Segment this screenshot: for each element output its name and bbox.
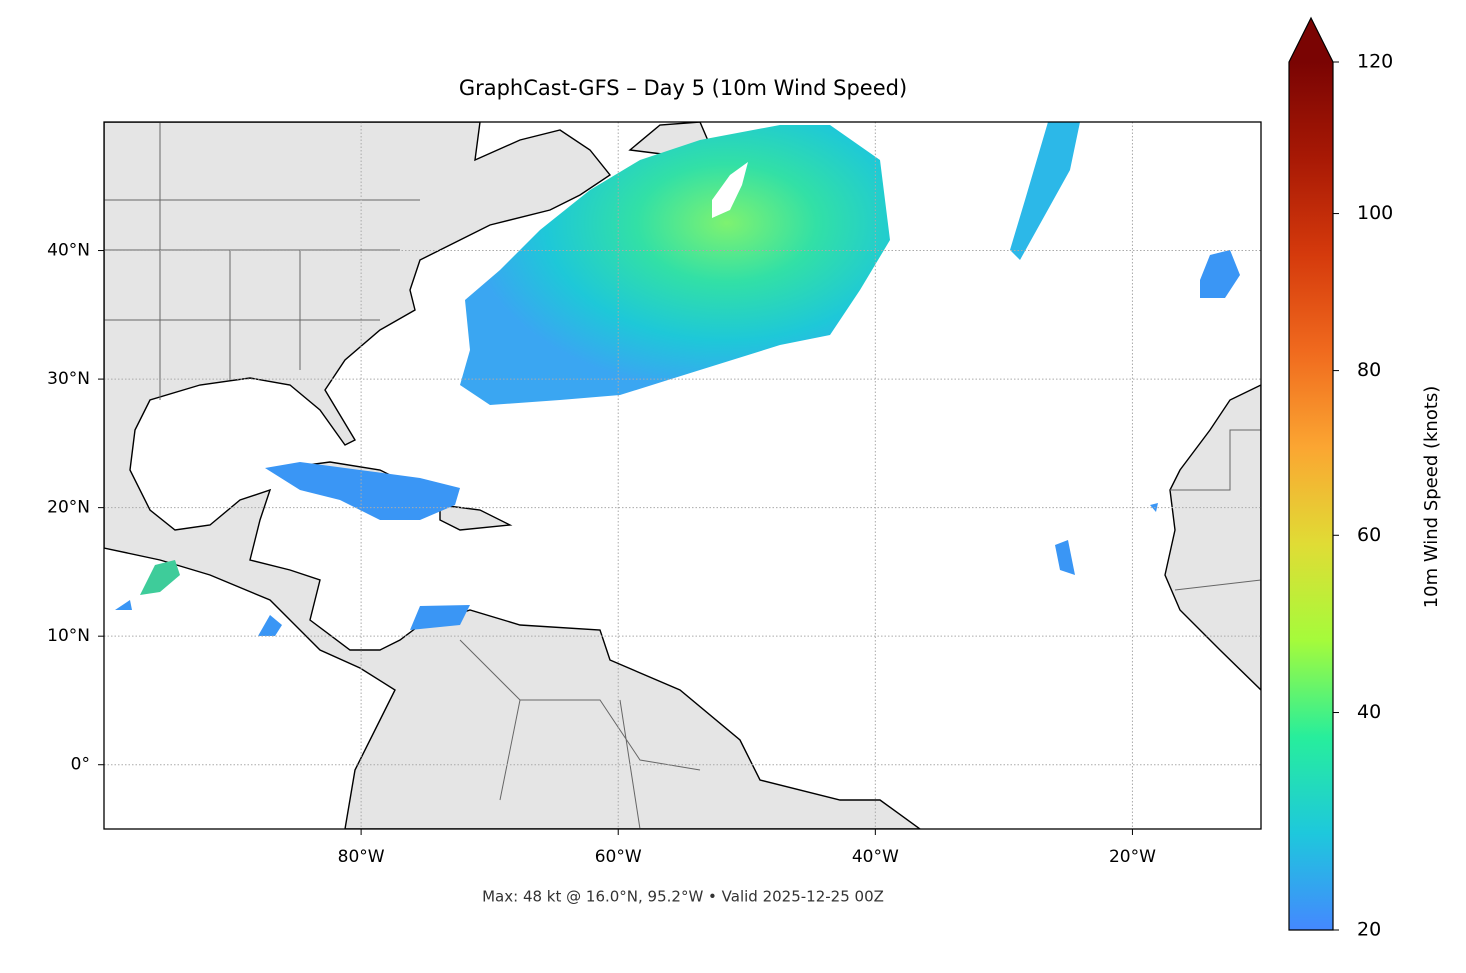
wind-field bbox=[115, 122, 1240, 636]
colorbar-tick-label: 20 bbox=[1357, 919, 1381, 941]
colorbar-body bbox=[1289, 62, 1333, 930]
axes: 80°W 60°W 40°W 20°W 0° 10°N 20°N 30°N 40°N bbox=[47, 241, 1156, 867]
colorbar-outline bbox=[1288, 16, 1334, 931]
y-tick-label: 30°N bbox=[47, 369, 90, 389]
map-area bbox=[104, 122, 1261, 829]
colorbar-tick-label: 80 bbox=[1357, 359, 1381, 381]
colorbar: 20 40 60 80 100 120 bbox=[1288, 16, 1393, 941]
footer-note: Max: 48 kt @ 16.0°N, 95.2°W • Valid 2025… bbox=[482, 888, 884, 906]
colorbar-tick-label: 60 bbox=[1357, 524, 1381, 546]
colorbar-label: 10m Wind Speed (knots) bbox=[1421, 386, 1442, 609]
americas bbox=[104, 122, 922, 829]
y-tick-label: 40°N bbox=[47, 241, 90, 261]
grid bbox=[104, 122, 1261, 829]
wind-calm-core bbox=[712, 162, 748, 218]
hispaniola bbox=[439, 504, 513, 531]
wind-area bbox=[460, 125, 890, 405]
africa-lines bbox=[1170, 429, 1261, 591]
wind-area bbox=[140, 560, 180, 595]
africa bbox=[1164, 384, 1261, 691]
map-title: GraphCast-GFS – Day 5 (10m Wind Speed) bbox=[459, 76, 907, 100]
x-tick-label: 60°W bbox=[595, 847, 642, 867]
state-lines bbox=[104, 122, 420, 400]
wind-area bbox=[1200, 250, 1240, 298]
map-frame bbox=[103, 121, 1262, 830]
colorbar-extend bbox=[1289, 18, 1333, 62]
wind-area bbox=[265, 462, 460, 520]
x-tick-label: 40°W bbox=[852, 847, 899, 867]
x-tick-label: 80°W bbox=[338, 847, 385, 867]
colorbar-tick-label: 100 bbox=[1357, 202, 1393, 224]
colorbar-tick-label: 120 bbox=[1357, 51, 1393, 73]
wind-area bbox=[1010, 122, 1080, 260]
y-tick-label: 20°N bbox=[47, 498, 90, 518]
x-tick-label: 20°W bbox=[1109, 847, 1156, 867]
y-tick-label: 0° bbox=[71, 755, 90, 775]
y-tick-label: 10°N bbox=[47, 626, 90, 646]
colorbar-tick-label: 40 bbox=[1357, 701, 1381, 723]
